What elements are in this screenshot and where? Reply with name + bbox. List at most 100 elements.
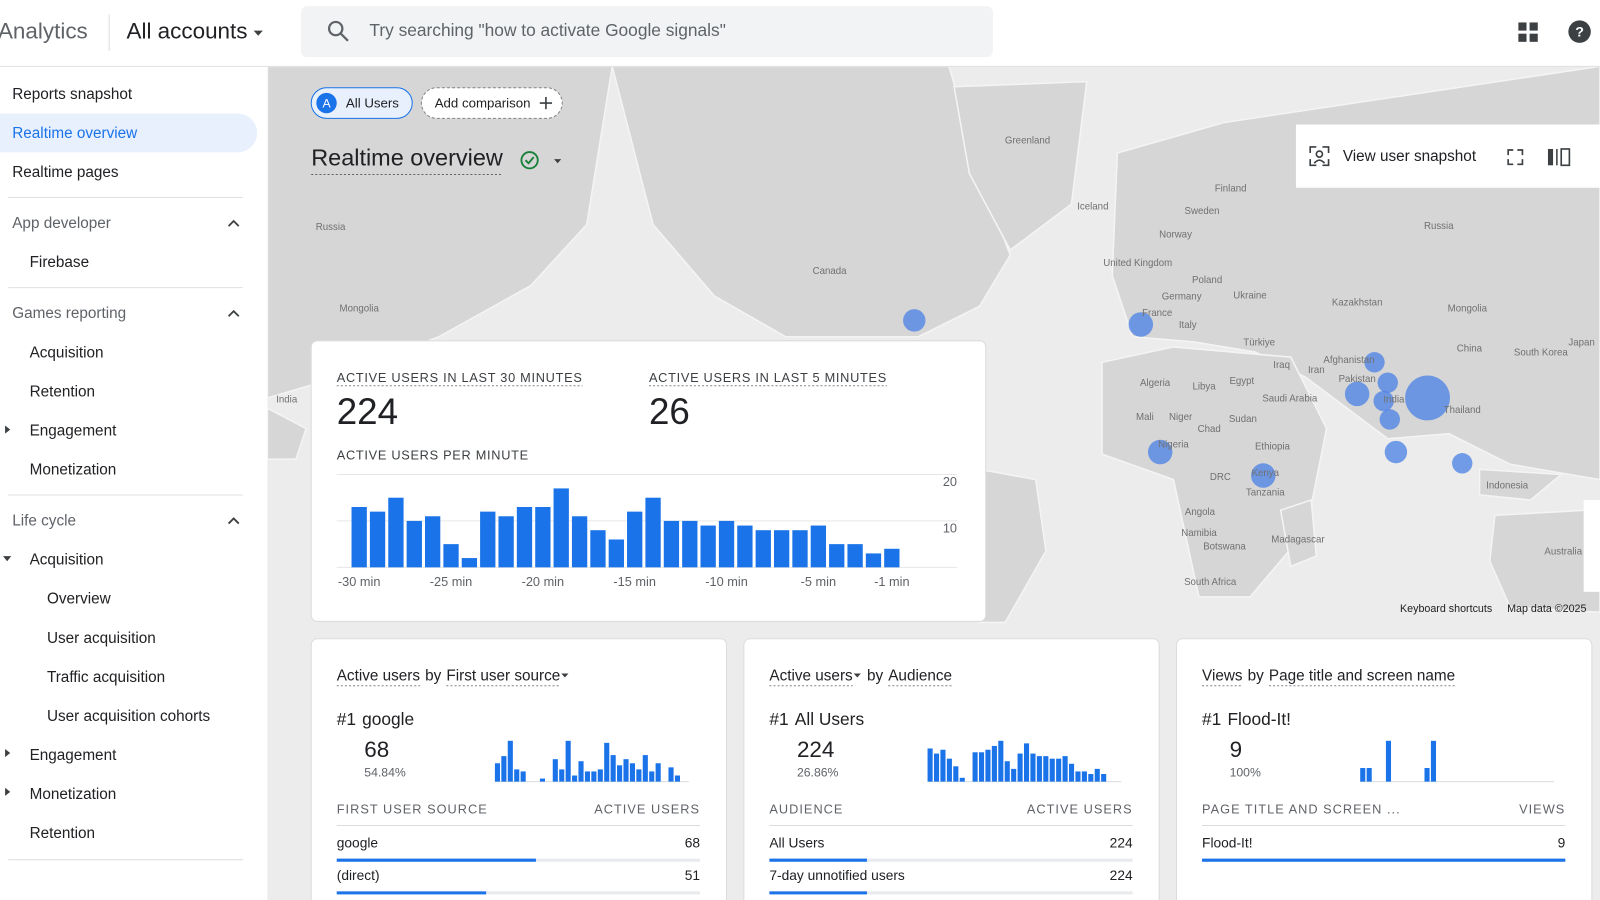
nav-item[interactable]: Firebase	[30, 254, 90, 271]
nav-section-title[interactable]: Life cycle	[12, 513, 76, 530]
nav-subitem[interactable]: User acquisition	[47, 630, 156, 647]
map-footer[interactable]: Keyboard shortcuts	[1400, 603, 1492, 615]
account-picker[interactable]: All accounts	[127, 19, 248, 44]
nav-item[interactable]: Reports snapshot	[12, 86, 133, 103]
sparkline-bar	[940, 749, 946, 782]
nav-item[interactable]: Retention	[30, 825, 95, 842]
snapshot-icon[interactable]	[1309, 146, 1330, 167]
nav-subitem[interactable]: Overview	[47, 591, 112, 608]
nav-item[interactable]: Acquisition	[30, 344, 104, 361]
map-label: Pakistan	[1339, 374, 1376, 385]
collapsed-arrow[interactable]	[5, 425, 11, 434]
row-name[interactable]: Flood-It!	[1202, 836, 1253, 851]
bar	[773, 530, 790, 568]
comparison-chip[interactable]	[310, 87, 413, 119]
sparkline-bar	[1036, 756, 1042, 782]
chip-badge-letter: A	[322, 96, 331, 110]
card-dimension[interactable]: First user source	[446, 668, 560, 685]
expanded-arrow[interactable]	[3, 556, 12, 562]
row-name[interactable]: 7-day unnotified users	[769, 868, 905, 883]
x-tick-label: -20 min	[522, 574, 565, 589]
compare-icon[interactable]	[1547, 148, 1571, 167]
view-user-snapshot[interactable]: View user snapshot	[1343, 148, 1477, 165]
nav-item[interactable]: Acquisition	[30, 552, 104, 569]
card-metric[interactable]: Active users	[337, 668, 421, 685]
apps-icon[interactable]	[1518, 22, 1538, 42]
x-tick-label: -15 min	[613, 574, 656, 589]
zoom-control[interactable]	[1583, 500, 1600, 592]
bar	[443, 544, 459, 568]
row-name[interactable]: google	[337, 836, 379, 851]
title-caret[interactable]	[554, 159, 562, 164]
card-metric[interactable]: Active users	[769, 668, 853, 685]
bar	[682, 520, 698, 568]
add-comparison-label[interactable]: Add comparison	[435, 96, 531, 111]
chip-label[interactable]: All Users	[346, 96, 399, 111]
map-label: Russia	[316, 222, 346, 233]
map-label: Greenland	[1005, 135, 1050, 146]
nav-item[interactable]: Monetization	[30, 786, 117, 803]
card-dimension[interactable]: Page title and screen name	[1269, 668, 1455, 685]
status-check	[524, 156, 535, 165]
nav-subitem[interactable]: User acquisition cohorts	[47, 708, 211, 725]
sparkline-bar	[991, 745, 997, 782]
row-value: 224	[1110, 836, 1133, 851]
bar	[627, 511, 643, 568]
y-tick-label: 20	[943, 474, 957, 489]
sparkline-bar	[1075, 771, 1081, 782]
sparkline-bar	[629, 763, 635, 782]
help-icon[interactable]	[1568, 20, 1591, 43]
section-chevron[interactable]	[227, 517, 240, 525]
card-by: by	[1248, 668, 1265, 685]
top-name: All Users	[795, 709, 865, 729]
card-metric[interactable]: Views	[1202, 668, 1243, 685]
top-rank: #1	[337, 709, 356, 729]
nav-section-title[interactable]: App developer	[12, 215, 111, 232]
sparkline-bar	[636, 769, 642, 782]
map-label: Indonesia	[1486, 480, 1529, 491]
row-name[interactable]: (direct)	[337, 868, 380, 883]
fullscreen-icon[interactable]	[1507, 149, 1524, 166]
nav-subitem[interactable]: Traffic acquisition	[47, 669, 165, 686]
row-value: 68	[685, 836, 701, 851]
map-label: Ethiopia	[1255, 442, 1291, 453]
chip-badge	[316, 92, 337, 114]
search-placeholder[interactable]: Try searching "how to activate Google si…	[369, 20, 725, 40]
bar	[388, 497, 404, 568]
nav-item[interactable]: Monetization	[30, 462, 117, 479]
nav-item[interactable]: Retention	[30, 383, 95, 400]
sparkline-bar	[985, 749, 991, 782]
nav-item[interactable]: Realtime pages	[12, 164, 119, 181]
map-label: DRC	[1210, 472, 1231, 483]
sparkline-bar	[1094, 768, 1100, 782]
sparkline-bar	[1385, 740, 1392, 782]
location-dot	[1373, 390, 1394, 412]
sparkline-bar	[1062, 756, 1068, 782]
collapsed-arrow[interactable]	[5, 787, 11, 796]
bar	[516, 506, 533, 568]
nav-section-title[interactable]: Games reporting	[12, 305, 126, 322]
column-header: VIEWS	[1519, 802, 1565, 817]
card-dimension[interactable]: Audience	[888, 668, 952, 685]
section-chevron[interactable]	[227, 309, 240, 317]
nav-item[interactable]: Engagement	[30, 422, 117, 439]
map-label: Iceland	[1077, 202, 1108, 213]
collapsed-arrow[interactable]	[5, 748, 11, 758]
section-chevron[interactable]	[227, 219, 240, 227]
product-name: Analytics	[0, 19, 88, 44]
location-dot	[1251, 463, 1276, 488]
map-label: Mongolia	[340, 304, 380, 315]
add-comparison[interactable]	[420, 87, 563, 119]
dropdown-caret[interactable]	[853, 673, 861, 678]
nav-item[interactable]: Engagement	[30, 747, 117, 764]
nav-item[interactable]: Realtime overview	[12, 125, 138, 142]
row-name[interactable]: All Users	[769, 836, 824, 851]
sparkline-bar	[584, 771, 590, 782]
x-tick-label: -25 min	[430, 574, 473, 589]
sparkline-bar	[1049, 758, 1055, 782]
bar	[425, 516, 441, 568]
search-box[interactable]	[301, 6, 993, 58]
dropdown-caret[interactable]	[561, 673, 569, 678]
sparkline-bar	[1056, 758, 1062, 782]
dropdown-caret[interactable]	[253, 30, 263, 36]
